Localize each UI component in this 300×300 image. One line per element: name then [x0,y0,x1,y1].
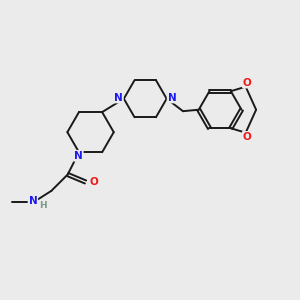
Text: H: H [39,201,47,210]
Text: N: N [74,151,83,161]
Text: O: O [243,78,252,88]
Text: N: N [168,92,176,103]
Text: N: N [28,196,37,206]
Text: O: O [243,132,252,142]
Text: N: N [114,92,123,103]
Text: O: O [89,177,98,187]
